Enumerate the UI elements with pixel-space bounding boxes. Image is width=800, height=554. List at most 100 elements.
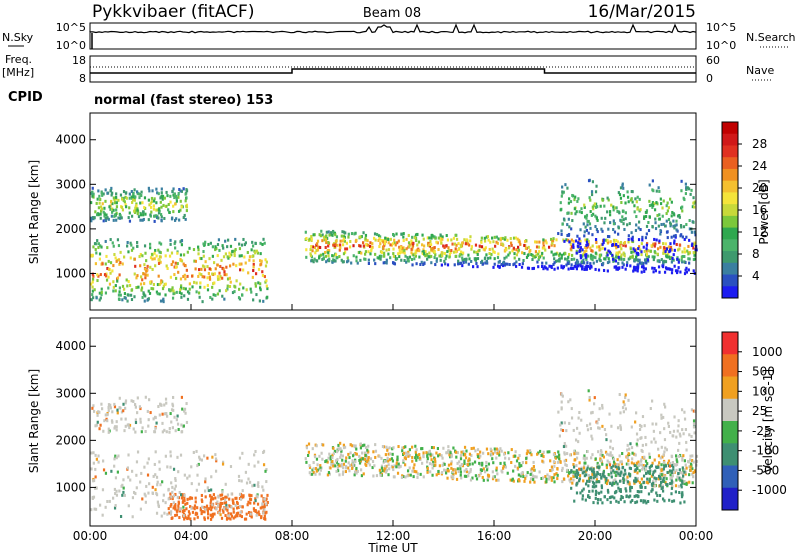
power-mark [371, 245, 374, 249]
power-mark [130, 243, 133, 247]
velocity-mark [94, 475, 97, 479]
power-mark [606, 238, 609, 242]
velocity-mark [532, 468, 535, 472]
power-mark [637, 220, 641, 224]
velocity-mark [566, 468, 569, 472]
power-mark [476, 265, 479, 269]
power-mark [133, 295, 136, 299]
power-mark [542, 267, 545, 271]
power-mark [513, 252, 516, 256]
velocity-mark [628, 472, 631, 476]
power-mark [570, 245, 573, 249]
power-mark [112, 218, 115, 222]
velocity-mark [575, 483, 578, 487]
power-mark [601, 198, 604, 202]
power-mark [427, 243, 431, 247]
velocity-mark [663, 402, 666, 406]
velocity-mark [220, 493, 224, 497]
power-mark [547, 245, 551, 249]
velocity-mark [692, 425, 696, 429]
colorbar-label: 16 [752, 203, 767, 217]
velocity-mark [572, 470, 575, 474]
velocity-mark [681, 428, 684, 432]
velocity-mark [447, 449, 450, 453]
power-mark [596, 205, 599, 209]
power-mark [238, 247, 242, 251]
power-mark [411, 245, 414, 249]
velocity-mark [134, 430, 137, 434]
velocity-mark [639, 436, 642, 440]
power-mark [160, 191, 163, 195]
velocity-mark [172, 506, 175, 510]
velocity-mark [374, 449, 378, 453]
velocity-mark [430, 458, 433, 462]
velocity-mark [512, 469, 515, 473]
power-mark [488, 247, 491, 251]
power-mark [465, 238, 468, 242]
velocity-mark [615, 470, 618, 474]
velocity-mark [549, 459, 552, 463]
velocity-mark [146, 409, 149, 413]
power-mark [597, 268, 601, 272]
velocity-mark [120, 417, 123, 421]
velocity-mark [199, 506, 202, 510]
power-mark [97, 189, 100, 193]
velocity-mark [587, 389, 590, 393]
velocity-mark [675, 468, 678, 472]
power-mark [254, 282, 257, 286]
power-mark [588, 222, 592, 226]
velocity-mark [457, 470, 460, 474]
velocity-mark [183, 407, 187, 411]
ytick-label: 4000 [55, 339, 86, 353]
power-mark [673, 264, 676, 268]
power-mark [143, 196, 147, 200]
power-mark [339, 243, 342, 247]
velocity-mark [689, 462, 693, 466]
velocity-mark [594, 489, 598, 493]
power-mark [178, 188, 181, 192]
nsky-panel: N.Sky 10^5 10^0 10^5 10^0 N.Search [2, 21, 796, 52]
power-mark [487, 238, 490, 242]
power-mark [179, 286, 183, 290]
velocity-mark [164, 397, 168, 401]
velocity-mark [338, 464, 341, 468]
velocity-mark [469, 469, 472, 473]
velocity-mark [670, 454, 673, 458]
power-mark [439, 233, 442, 237]
velocity-mark [168, 430, 171, 434]
velocity-mark [167, 487, 170, 491]
power-mark [99, 205, 103, 209]
velocity-mark [551, 468, 554, 472]
power-mark [584, 225, 587, 229]
velocity-mark [196, 506, 199, 510]
velocity-mark [121, 483, 124, 487]
velocity-mark [263, 508, 266, 512]
power-mark [364, 236, 367, 240]
velocity-mark [592, 476, 595, 480]
power-mark [607, 227, 610, 231]
power-mark [608, 213, 612, 217]
velocity-mark [460, 450, 463, 454]
power-mark [634, 228, 638, 232]
power-mark [364, 252, 367, 256]
power-mark [505, 255, 508, 259]
velocity-mark [190, 496, 194, 500]
power-mark [402, 239, 405, 243]
power-mark [664, 242, 667, 246]
power-mark [690, 188, 693, 192]
velocity-mark [581, 489, 584, 493]
velocity-mark [577, 416, 580, 420]
power-mark [566, 257, 569, 261]
velocity-mark [391, 459, 395, 463]
power-mark [446, 250, 449, 254]
velocity-mark [422, 451, 425, 455]
power-mark [91, 186, 94, 190]
power-mark [598, 254, 602, 258]
velocity-mark [262, 500, 265, 504]
power-mark [486, 256, 490, 260]
power-mark [561, 222, 564, 226]
velocity-mark [659, 431, 662, 435]
power-mark [233, 284, 236, 288]
power-mark [344, 247, 347, 251]
